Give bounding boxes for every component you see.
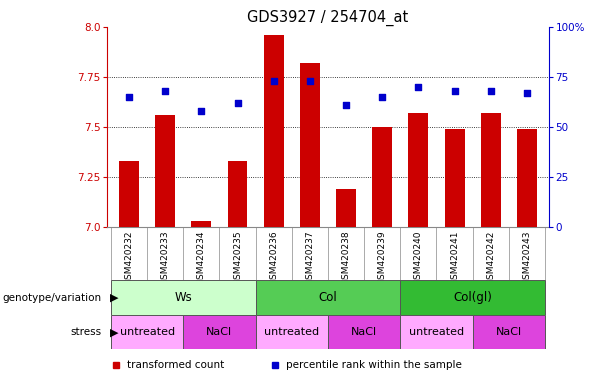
- Bar: [264, 35, 284, 227]
- Point: [522, 90, 532, 96]
- Point: [268, 78, 278, 84]
- Text: untreated: untreated: [409, 327, 464, 337]
- Point: [414, 84, 424, 90]
- Text: ▶: ▶: [110, 327, 119, 337]
- Bar: [256, 280, 400, 315]
- Text: GSM420241: GSM420241: [450, 231, 459, 285]
- Text: GSM420233: GSM420233: [161, 231, 170, 285]
- Point: [486, 88, 496, 94]
- Bar: [111, 280, 256, 315]
- Text: GSM420240: GSM420240: [414, 231, 423, 285]
- Text: Col(gl): Col(gl): [453, 291, 492, 304]
- Title: GDS3927 / 254704_at: GDS3927 / 254704_at: [247, 9, 409, 25]
- Bar: [155, 115, 175, 227]
- Bar: [191, 220, 211, 227]
- Text: NaCl: NaCl: [351, 327, 377, 337]
- Text: GSM420242: GSM420242: [486, 231, 495, 285]
- Bar: [481, 113, 501, 227]
- Bar: [183, 315, 256, 349]
- Text: Ws: Ws: [174, 291, 192, 304]
- Text: GSM420239: GSM420239: [378, 231, 387, 285]
- Bar: [227, 161, 248, 227]
- Text: GSM420238: GSM420238: [341, 231, 351, 285]
- Bar: [408, 113, 428, 227]
- Bar: [328, 315, 400, 349]
- Point: [124, 94, 134, 100]
- Point: [378, 94, 387, 100]
- Bar: [256, 315, 328, 349]
- Text: GSM420232: GSM420232: [124, 231, 134, 285]
- Text: percentile rank within the sample: percentile rank within the sample: [286, 360, 462, 370]
- Text: Col: Col: [319, 291, 337, 304]
- Bar: [400, 315, 473, 349]
- Text: untreated: untreated: [120, 327, 175, 337]
- Point: [196, 108, 206, 114]
- Bar: [300, 63, 320, 227]
- Point: [160, 88, 170, 94]
- Bar: [119, 161, 139, 227]
- Text: ▶: ▶: [110, 293, 119, 303]
- Text: genotype/variation: genotype/variation: [2, 293, 101, 303]
- Bar: [473, 315, 545, 349]
- Bar: [444, 129, 465, 227]
- Text: GSM420236: GSM420236: [269, 231, 278, 285]
- Point: [341, 102, 351, 108]
- Bar: [517, 129, 537, 227]
- Text: GSM420235: GSM420235: [233, 231, 242, 285]
- Bar: [111, 315, 183, 349]
- Text: GSM420237: GSM420237: [305, 231, 314, 285]
- Text: GSM420243: GSM420243: [522, 231, 531, 285]
- Point: [232, 100, 242, 106]
- Bar: [400, 280, 545, 315]
- Text: NaCl: NaCl: [496, 327, 522, 337]
- Bar: [336, 189, 356, 227]
- Bar: [372, 127, 392, 227]
- Point: [305, 78, 314, 84]
- Text: transformed count: transformed count: [127, 360, 224, 370]
- Point: [450, 88, 460, 94]
- Text: NaCl: NaCl: [207, 327, 232, 337]
- Text: stress: stress: [70, 327, 101, 337]
- Text: untreated: untreated: [264, 327, 319, 337]
- Text: GSM420234: GSM420234: [197, 231, 206, 285]
